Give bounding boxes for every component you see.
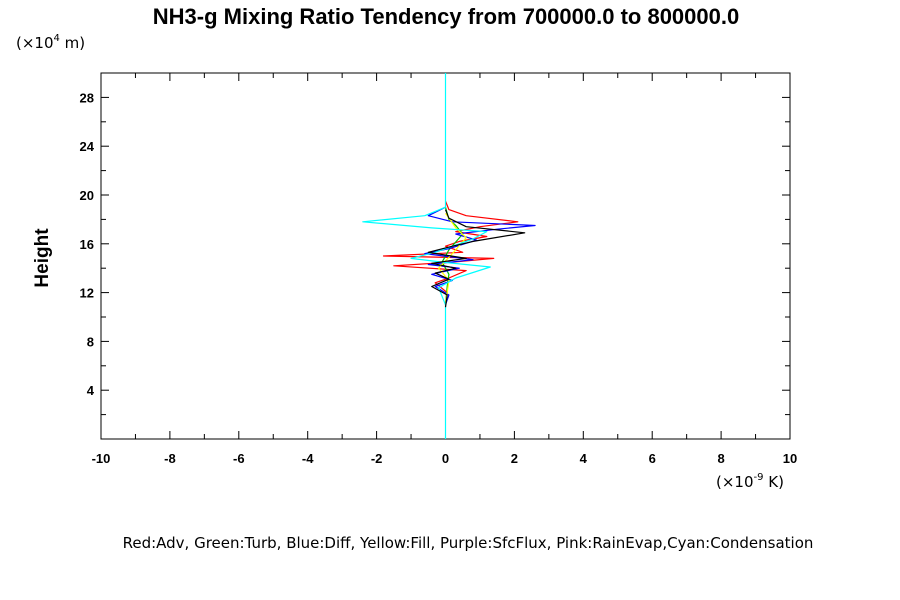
x-tick-label: 4	[580, 451, 588, 466]
y-axis-label: Height	[32, 228, 53, 288]
y-tick-label: 12	[80, 286, 94, 301]
x-unit-suffix: K)	[764, 473, 784, 491]
x-tick-label: 10	[783, 451, 797, 466]
x-tick-label: -6	[233, 451, 245, 466]
series-line-fill	[438, 212, 467, 305]
x-tick-label: -2	[371, 451, 383, 466]
y-tick-label: 8	[87, 334, 94, 349]
x-unit-exponent: -9	[754, 472, 764, 483]
y-tick-label: 24	[80, 139, 95, 154]
series-line-unlabeled	[427, 209, 526, 308]
x-tick-label: -8	[164, 451, 176, 466]
chart-title: NH3-g Mixing Ratio Tendency from 700000.…	[153, 4, 739, 29]
y-tick-labels: 4 8 12 16 20 24 28	[80, 90, 95, 398]
y-tick-label: 20	[80, 188, 94, 203]
x-tick-label: 2	[511, 451, 518, 466]
x-tick-label: 0	[442, 451, 449, 466]
y-unit-suffix: m)	[60, 34, 85, 52]
y-tick-label: 28	[80, 90, 94, 105]
x-unit-prefix: (×10	[716, 473, 754, 491]
y-unit-exponent: 4	[54, 33, 60, 44]
x-tick-label: 8	[717, 451, 724, 466]
x-tick-label: 6	[649, 451, 656, 466]
y-axis-unit: (×104 m)	[16, 33, 85, 52]
x-tick-label: -10	[92, 451, 111, 466]
x-tick-label: -4	[302, 451, 314, 466]
series-line-diff	[424, 206, 536, 305]
series-lines	[362, 73, 536, 439]
y-unit-prefix: (×10	[16, 34, 54, 52]
y-tick-label: 4	[87, 383, 95, 398]
y-tick-label: 16	[80, 237, 94, 252]
x-tick-labels: -10 -8 -6 -4 -2 0 2 4 6 8 10	[92, 451, 798, 466]
series-line-condensation	[362, 73, 491, 439]
series-line-adv	[382, 200, 519, 305]
x-axis-unit: (×10-9 K)	[716, 472, 784, 491]
legend-note: Red:Adv, Green:Turb, Blue:Diff, Yellow:F…	[123, 534, 814, 552]
